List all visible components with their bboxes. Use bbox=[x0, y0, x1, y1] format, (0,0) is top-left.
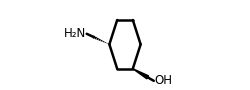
Text: H₂N: H₂N bbox=[64, 27, 86, 40]
Text: OH: OH bbox=[154, 74, 172, 87]
Polygon shape bbox=[133, 69, 148, 79]
